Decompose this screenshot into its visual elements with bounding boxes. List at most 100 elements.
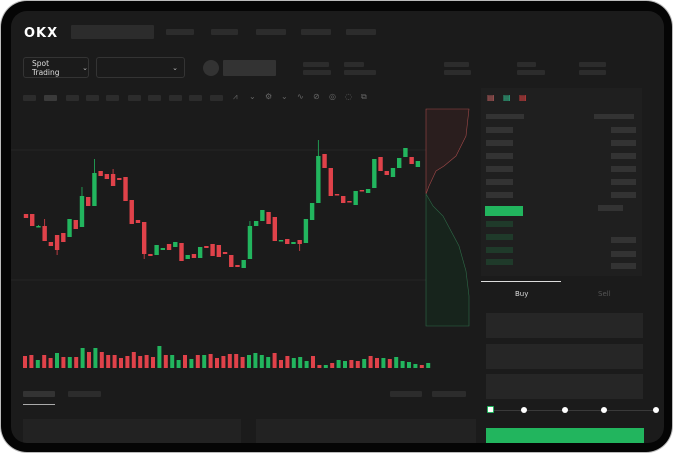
circle-icon[interactable]: ◌ [345, 92, 352, 101]
volume-bar [74, 357, 79, 368]
settings-icon[interactable]: ⌄ [281, 92, 288, 101]
buy-button[interactable] [486, 428, 644, 443]
candle [42, 226, 47, 241]
volume-bar [131, 352, 136, 368]
orderbook-header-amount [594, 114, 634, 119]
okx-logo[interactable]: OKX [24, 26, 59, 41]
volume-bar [55, 353, 59, 368]
spot-trading-button[interactable]: Spot Trading ⌄ [23, 57, 89, 78]
timeframe-button[interactable] [128, 95, 141, 101]
timeframe-button[interactable] [169, 95, 182, 101]
orderbook-both-icon[interactable]: ▤ [487, 93, 495, 102]
candle [79, 196, 85, 227]
candle [328, 168, 333, 196]
volume-bar [112, 355, 117, 368]
nav-item[interactable] [211, 29, 238, 35]
pair-dropdown[interactable]: ⌄ [96, 57, 185, 78]
orderbook-asks-icon[interactable]: ▤ [519, 93, 527, 102]
timeframe-button[interactable] [23, 95, 36, 101]
candle [378, 157, 383, 171]
candle [173, 242, 178, 247]
mid-price [485, 206, 523, 216]
candlestick-chart[interactable] [11, 106, 481, 376]
circle-icon[interactable]: ◎ [329, 92, 336, 101]
candle [222, 252, 228, 254]
candle [235, 265, 240, 267]
candle [403, 148, 408, 157]
volume-bar [227, 354, 232, 368]
search-bar[interactable] [71, 25, 154, 39]
candle [191, 254, 197, 258]
stat-label [303, 62, 329, 67]
ask-amount [611, 192, 636, 198]
settings-icon[interactable]: ⚙ [265, 92, 273, 101]
tab-order-history[interactable] [68, 391, 101, 397]
timeframe-button[interactable] [66, 95, 79, 101]
draw-icon[interactable]: ⊘ [313, 92, 320, 101]
price-input[interactable] [486, 313, 643, 338]
volume-bar [349, 360, 354, 368]
nav-item[interactable] [256, 29, 286, 35]
volume-bar [419, 365, 424, 368]
tab-sell[interactable]: Sell [598, 290, 611, 298]
filter-button[interactable] [390, 391, 422, 397]
stat-label [444, 62, 469, 67]
timeframe-button[interactable] [148, 95, 161, 101]
bid-price [486, 259, 513, 265]
amount-input[interactable] [486, 344, 643, 369]
amount-slider-track[interactable] [490, 410, 658, 411]
timeframe-button[interactable] [44, 95, 57, 101]
tab-buy[interactable]: Buy [515, 290, 529, 298]
volume-bar [119, 358, 123, 368]
total-input[interactable] [486, 374, 643, 399]
slider-step-50[interactable] [562, 407, 568, 413]
fullscreen-icon[interactable]: ⧉ [361, 92, 367, 101]
volume-bar [23, 356, 27, 368]
candle [36, 226, 41, 228]
candle [197, 247, 203, 258]
filter-button[interactable] [432, 391, 466, 397]
ask-amount [611, 153, 636, 159]
orderbook-header-price [486, 114, 524, 119]
nav-item[interactable] [346, 29, 376, 35]
bid-amount [611, 237, 636, 243]
ask-amount [611, 140, 636, 146]
spot-trading-label: Spot Trading [32, 58, 60, 77]
volume-bar [400, 361, 405, 368]
candle [135, 220, 141, 223]
indicator-icon[interactable]: ⩘ [233, 92, 238, 101]
candle [123, 177, 128, 201]
coin-icon [203, 60, 219, 76]
volume-bar [394, 357, 399, 368]
timeframe-button[interactable] [210, 95, 223, 101]
indicator-icon[interactable]: ⌄ [249, 92, 256, 101]
timeframe-button[interactable] [189, 95, 202, 101]
volume-bar [106, 355, 111, 368]
nav-item[interactable] [166, 29, 194, 35]
slider-step-25[interactable] [521, 407, 527, 413]
volume-bar [202, 355, 207, 368]
ask-price [486, 140, 513, 146]
timeframe-button[interactable] [106, 95, 119, 101]
line-icon[interactable]: ∿ [297, 92, 304, 101]
candle [210, 244, 215, 256]
stat-value [344, 70, 376, 75]
tab-open-orders[interactable] [23, 391, 55, 397]
volume-bar [240, 357, 245, 368]
candle [148, 254, 153, 256]
volume-bar [48, 358, 53, 368]
volume-bar [362, 359, 367, 368]
nav-item[interactable] [301, 29, 331, 35]
candle [253, 221, 259, 226]
volume-bar [61, 357, 66, 368]
candle [359, 190, 365, 192]
orderbook-bids-icon[interactable]: ▤ [503, 93, 511, 102]
slider-step-100[interactable] [653, 407, 659, 413]
candle [247, 226, 253, 259]
slider-step-75[interactable] [601, 407, 607, 413]
timeframe-button[interactable] [86, 95, 99, 101]
slider-handle[interactable] [487, 406, 494, 413]
volume-bar [355, 361, 360, 368]
candle [61, 233, 66, 242]
volume-bar [330, 363, 335, 368]
